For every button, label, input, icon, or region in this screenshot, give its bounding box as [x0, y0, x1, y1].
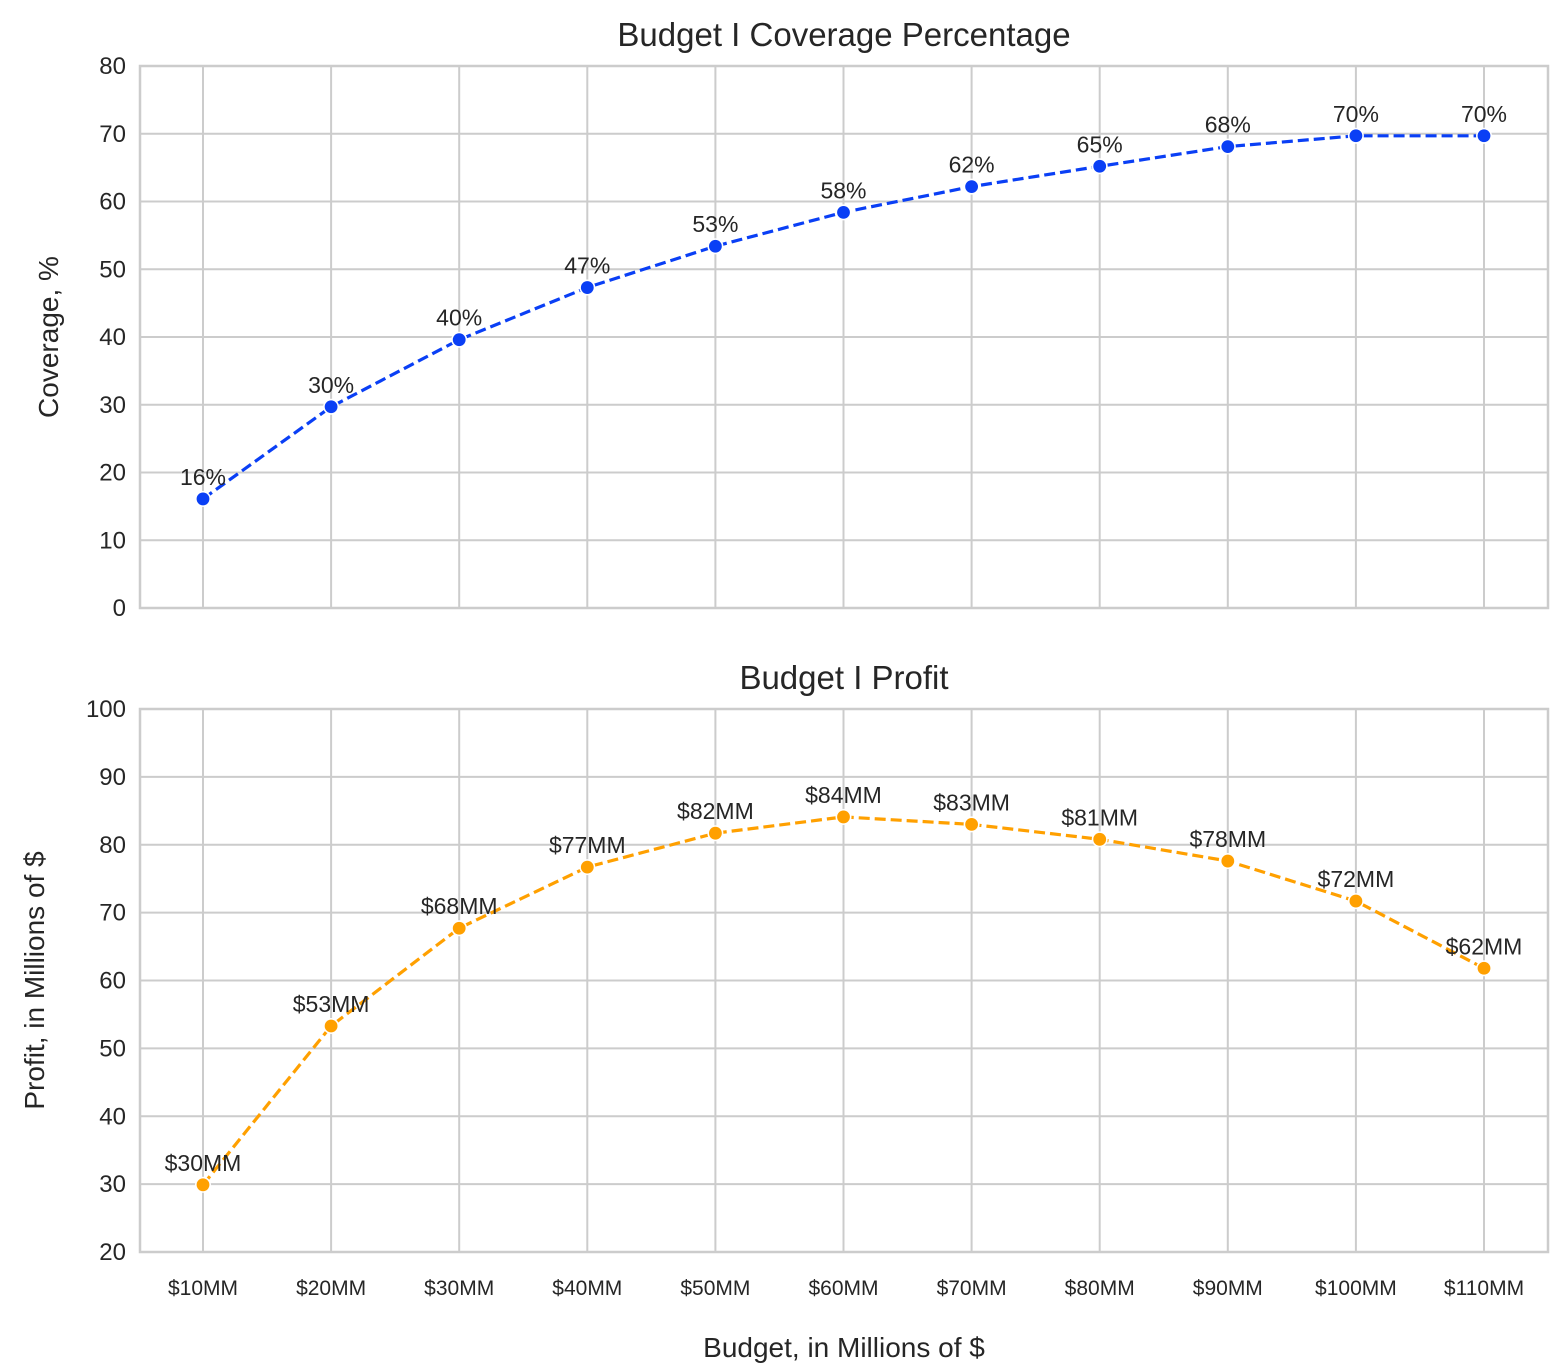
data-point — [963, 178, 980, 195]
y-tick-label: 80 — [99, 832, 126, 859]
data-label: $30MM — [165, 1150, 242, 1176]
data-label: $68MM — [421, 893, 498, 919]
data-label: 65% — [1077, 131, 1123, 157]
data-point — [1091, 831, 1108, 848]
data-point — [195, 1176, 212, 1193]
data-label: 16% — [180, 464, 226, 490]
data-point — [1219, 853, 1236, 870]
y-tick-label: 40 — [99, 1103, 126, 1130]
data-point — [1476, 960, 1493, 977]
y-tick-label: 60 — [99, 189, 126, 216]
y-tick-label: 100 — [86, 696, 126, 723]
data-label: 62% — [949, 152, 995, 178]
data-label: $72MM — [1318, 866, 1395, 892]
data-point — [1091, 158, 1108, 175]
data-point — [707, 238, 724, 255]
data-point — [323, 1017, 340, 1034]
data-label: 30% — [308, 372, 354, 398]
x-tick-label: $90MM — [1193, 1277, 1263, 1300]
plot-frame — [138, 64, 1550, 610]
y-axis-label: Coverage, % — [33, 256, 64, 418]
x-tick-label: $20MM — [296, 1277, 366, 1300]
y-tick-label: 90 — [99, 764, 126, 791]
y-tick-label: 0 — [113, 595, 126, 622]
coverage-chart: 0 10 20 30 40 50 60 70 80 Budget I Coverage Perce… — [33, 16, 1550, 622]
data-point — [1347, 127, 1364, 144]
x-tick-label: $70MM — [937, 1277, 1007, 1300]
chart-title: Budget I Coverage Percentage — [617, 16, 1070, 53]
plot-frame — [138, 707, 1550, 1254]
data-label: 70% — [1333, 101, 1379, 127]
x-tick-label: $40MM — [552, 1277, 622, 1300]
data-point — [579, 279, 596, 296]
y-tick-label: 20 — [99, 460, 126, 487]
data-label: 47% — [564, 253, 610, 279]
y-tick-label: 40 — [99, 324, 126, 351]
data-point — [1347, 893, 1364, 910]
data-label: $78MM — [1189, 826, 1266, 852]
data-point — [1219, 138, 1236, 155]
y-tick-label: 70 — [99, 121, 126, 148]
data-label: 58% — [820, 177, 866, 203]
x-tick-label: $80MM — [1065, 1277, 1135, 1300]
x-tick-label: $60MM — [808, 1277, 878, 1300]
data-label: $84MM — [805, 782, 882, 808]
y-tick-label: 10 — [99, 527, 126, 554]
data-label: $81MM — [1061, 804, 1138, 830]
data-point — [963, 816, 980, 833]
data-label: 40% — [436, 305, 482, 331]
x-tick-label: $10MM — [168, 1277, 238, 1300]
data-label: 68% — [1205, 112, 1251, 138]
data-label: $53MM — [293, 991, 370, 1017]
data-point — [1476, 127, 1493, 144]
y-tick-label: 30 — [99, 392, 126, 419]
data-point — [835, 808, 852, 825]
data-label: $62MM — [1446, 933, 1523, 959]
x-tick-label: $50MM — [680, 1277, 750, 1300]
data-point — [835, 204, 852, 221]
data-label: $83MM — [933, 789, 1010, 815]
data-label: 53% — [692, 211, 738, 237]
x-axis-label: Budget, in Millions of $ — [703, 1332, 985, 1363]
data-point — [451, 920, 468, 937]
x-tick-label: $100MM — [1315, 1277, 1397, 1300]
y-tick-label: 50 — [99, 256, 126, 283]
data-label: 70% — [1461, 101, 1507, 127]
y-tick-label: 20 — [99, 1239, 126, 1266]
data-point — [323, 398, 340, 415]
data-label: $82MM — [677, 798, 754, 824]
data-point — [707, 825, 724, 842]
data-point — [195, 490, 212, 507]
x-tick-label: $30MM — [424, 1277, 494, 1300]
y-tick-label: 50 — [99, 1035, 126, 1062]
y-tick-label: 80 — [99, 53, 126, 80]
data-point — [451, 331, 468, 348]
profit-chart: 20 30 40 50 60 70 80 90 100 $10MM $20MM $30MM $40MM $… — [19, 659, 1550, 1363]
chart-title: Budget I Profit — [739, 659, 948, 696]
y-tick-label: 60 — [99, 968, 126, 995]
y-tick-label: 70 — [99, 900, 126, 927]
y-axis-label: Profit, in Millions of $ — [19, 851, 50, 1110]
y-tick-label: 30 — [99, 1171, 126, 1198]
data-label: $77MM — [549, 832, 626, 858]
data-point — [579, 859, 596, 876]
x-tick-label: $110MM — [1444, 1277, 1524, 1300]
